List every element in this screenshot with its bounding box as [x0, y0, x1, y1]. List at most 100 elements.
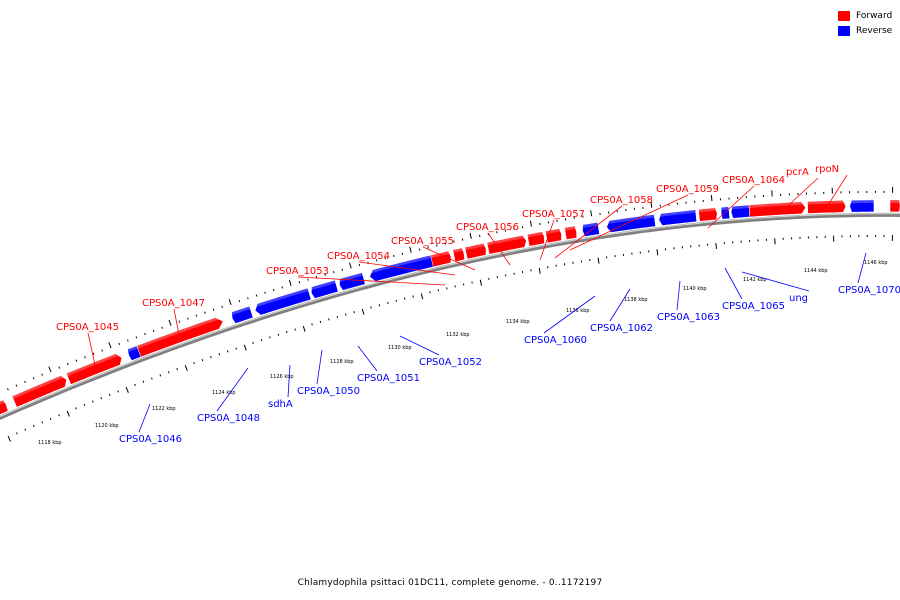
- forward-callout: [173, 308, 181, 341]
- reverse-gene: [231, 305, 254, 324]
- reverse-gene-label: CPS0A_1052: [419, 357, 482, 368]
- outer-tick-marks: [0, 186, 894, 394]
- reverse-gene-label: CPS0A_1065: [722, 301, 785, 312]
- tick-label: 1122 kbp: [152, 406, 176, 412]
- reverse-gene: [849, 199, 875, 213]
- reverse-callout: [543, 295, 596, 334]
- reverse-gene: [254, 287, 312, 316]
- forward-gene-label: CPS0A_1047: [142, 298, 205, 309]
- forward-callout: [569, 194, 689, 251]
- forward-callout: [777, 177, 819, 216]
- tick-label: 1132 kbp: [446, 332, 470, 338]
- forward-gene: [486, 235, 527, 255]
- forward-callout: [554, 205, 623, 259]
- tick-label: 1118 kbp: [38, 440, 62, 446]
- genome-caption: Chlamydophila psittaci 01DC11, complete …: [297, 578, 603, 588]
- legend: Forward Reverse: [838, 8, 892, 38]
- tick-label: 1146 kbp: [864, 260, 888, 266]
- tick-label: 1134 kbp: [506, 319, 530, 325]
- reverse-gene-label: CPS0A_1048: [197, 413, 260, 424]
- forward-gene: [526, 231, 545, 247]
- tick-label: 1130 kbp: [388, 345, 412, 351]
- forward-gene-label: CPS0A_1064: [722, 175, 785, 186]
- forward-callout: [824, 174, 848, 211]
- forward-swatch: [838, 10, 850, 21]
- reverse-callout: [287, 364, 291, 398]
- reverse-gene: [339, 272, 366, 291]
- reverse-gene-label: CPS0A_1046: [119, 434, 182, 445]
- tick-label: 1138 kbp: [624, 297, 648, 303]
- reverse-callout: [676, 280, 681, 311]
- legend-forward-label: Forward: [856, 10, 893, 21]
- forward-gene-label: CPS0A_1056: [456, 222, 519, 233]
- forward-callout: [422, 246, 476, 271]
- forward-genes: [0, 199, 900, 415]
- reverse-callout: [138, 403, 151, 433]
- forward-gene: [0, 399, 9, 415]
- forward-gene-label: rpoN: [815, 164, 839, 175]
- tick-label: 1144 kbp: [804, 268, 828, 274]
- reverse-gene: [369, 254, 434, 282]
- legend-item-reverse: Reverse: [838, 23, 892, 38]
- reverse-gene: [658, 209, 697, 226]
- reverse-callout: [741, 271, 810, 292]
- tick-label: 1142 kbp: [743, 277, 767, 283]
- reverse-gene: [730, 204, 751, 219]
- reverse-genes: [126, 199, 875, 361]
- tick-label: 1136 kbp: [566, 308, 590, 314]
- tick-label: 1126 kbp: [270, 374, 294, 380]
- tick-label: 1140 kbp: [683, 286, 707, 292]
- forward-gene: [11, 375, 67, 408]
- tick-labels: 1118 kbp 1120 kbp 1122 kbp 1124 kbp 1126 kbp…: [38, 260, 888, 446]
- reverse-callout: [316, 349, 323, 385]
- forward-gene: [136, 317, 224, 358]
- callout-lines: [87, 174, 867, 433]
- forward-callout: [297, 276, 446, 286]
- forward-gene: [564, 225, 577, 240]
- tick-label: 1124 kbp: [212, 390, 236, 396]
- reverse-gene-label: CPS0A_1060: [524, 335, 587, 346]
- inner-tick-marks: [7, 234, 893, 442]
- reverse-gene: [606, 214, 656, 233]
- reverse-callout: [724, 267, 743, 300]
- reverse-gene-label: sdhA: [268, 399, 293, 410]
- reverse-gene-label: CPS0A_1050: [297, 386, 360, 397]
- forward-gene-label: CPS0A_1058: [590, 195, 653, 206]
- forward-callout: [358, 261, 456, 276]
- reverse-callout: [857, 252, 867, 284]
- reverse-gene: [311, 279, 339, 299]
- gene-labels: CPS0A_1045 CPS0A_1047 CPS0A_1053 CPS0A_1054…: [56, 164, 900, 445]
- forward-gene-label: pcrA: [786, 167, 809, 178]
- forward-gene: [65, 353, 123, 385]
- tick-label: 1120 kbp: [95, 423, 119, 429]
- reverse-gene-label: CPS0A_1062: [590, 323, 653, 334]
- forward-gene: [452, 247, 465, 262]
- forward-callout: [487, 232, 511, 266]
- forward-gene-label: CPS0A_1059: [656, 184, 719, 195]
- forward-gene-label: CPS0A_1055: [391, 236, 454, 247]
- legend-reverse-label: Reverse: [856, 25, 893, 36]
- genome-backbone-highlight: [0, 213, 900, 418]
- reverse-callout: [216, 367, 249, 412]
- legend-item-forward: Forward: [838, 8, 892, 23]
- tick-label: 1128 kbp: [330, 359, 354, 365]
- reverse-callout: [399, 335, 440, 356]
- forward-gene: [748, 201, 806, 218]
- reverse-gene-label: ung: [789, 293, 808, 304]
- forward-callout: [707, 185, 755, 229]
- reverse-gene: [127, 345, 142, 361]
- forward-gene-label: CPS0A_1057: [522, 209, 585, 220]
- reverse-callout: [357, 345, 378, 372]
- forward-gene: [698, 207, 718, 222]
- forward-gene-label: CPS0A_1045: [56, 322, 119, 333]
- reverse-gene-label: CPS0A_1063: [657, 312, 720, 323]
- reverse-swatch: [838, 25, 850, 36]
- forward-gene-label: CPS0A_1053: [266, 266, 329, 277]
- forward-gene: [464, 243, 487, 260]
- forward-callout: [87, 332, 96, 366]
- forward-callout: [539, 219, 555, 261]
- forward-gene-label: CPS0A_1054: [327, 251, 390, 262]
- reverse-gene-label: CPS0A_1070: [838, 285, 900, 296]
- reverse-callout: [609, 288, 631, 322]
